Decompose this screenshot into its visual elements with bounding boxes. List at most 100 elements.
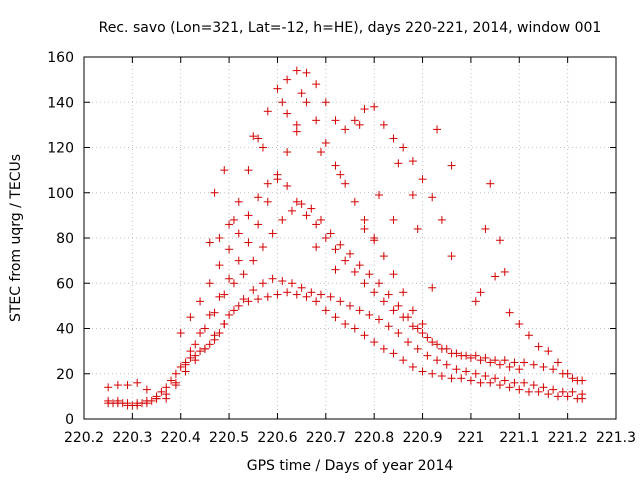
data-point [350,116,359,125]
data-point [534,342,543,351]
data-point [302,98,311,107]
data-point [220,319,229,328]
data-point [437,344,446,353]
data-point [278,215,287,224]
data-point [220,290,229,299]
data-point [360,279,369,288]
data-point [563,392,572,401]
data-point [292,290,301,299]
data-point [418,329,427,338]
data-point [326,292,335,301]
data-point [350,197,359,206]
data-point [520,358,529,367]
data-point [316,290,325,299]
data-point [142,385,151,394]
data-point [486,358,495,367]
data-point [113,396,122,405]
data-point [379,344,388,353]
data-point [399,313,408,322]
data-point [331,161,340,170]
data-point [171,369,180,378]
y-axis-label: STEC from uqrg / TECUs [8,154,24,322]
data-point [292,120,301,129]
data-point [162,394,171,403]
data-point [418,175,427,184]
data-point [457,351,466,360]
data-point [336,297,345,306]
data-point [486,179,495,188]
data-point [408,362,417,371]
data-point [341,179,350,188]
data-point [476,288,485,297]
x-tick-label: 220.5 [209,430,249,446]
data-point [321,98,330,107]
data-point [263,292,272,301]
data-point [181,360,190,369]
y-tick-label: 80 [56,231,74,247]
data-point [370,338,379,347]
data-point [428,369,437,378]
data-point [133,399,142,408]
data-point [433,340,442,349]
data-point [104,383,113,392]
data-point [365,270,374,279]
data-point [389,349,398,358]
data-point [568,387,577,396]
data-point [578,390,587,399]
data-point [196,297,205,306]
data-point [529,381,538,390]
data-point [491,374,500,383]
data-point [181,367,190,376]
data-point [210,308,219,317]
data-point [524,387,533,396]
data-point [258,279,267,288]
data-point [505,383,514,392]
data-point [408,322,417,331]
data-point [466,353,475,362]
data-point [476,378,485,387]
data-point [389,306,398,315]
y-tick-label: 0 [65,412,74,428]
data-point [510,358,519,367]
y-tick-label: 100 [47,186,74,202]
data-point [200,344,209,353]
y-tick-labels: 0 20 40 60 80 100 120 140 160 [47,50,74,428]
data-point [563,369,572,378]
data-point [413,344,422,353]
data-point [355,306,364,315]
y-tick-label: 60 [56,276,74,292]
data-point [133,378,142,387]
data-point [428,193,437,202]
data-point [529,360,538,369]
data-point [500,267,509,276]
data-point [234,197,243,206]
data-point [471,351,480,360]
data-point [413,224,422,233]
data-point [491,356,500,365]
data-point [573,376,582,385]
data-point [457,374,466,383]
x-tick-label: 221.1 [499,430,539,446]
data-point [283,109,292,118]
data-point [312,243,321,252]
data-point [205,279,214,288]
y-tick-label: 120 [47,141,74,157]
data-point [495,236,504,245]
data-point [123,381,132,390]
data-point [234,301,243,310]
data-point [360,105,369,114]
data-point [123,399,132,408]
data-point [462,367,471,376]
data-point [234,229,243,238]
data-point [249,256,258,265]
data-point [268,229,277,238]
data-point [331,265,340,274]
data-point [408,191,417,200]
data-point [302,68,311,77]
data-point [331,116,340,125]
data-point [568,374,577,383]
data-point [505,308,514,317]
x-axis-label: GPS time / Days of year 2014 [247,458,454,474]
x-tick-label: 220.7 [306,430,346,446]
